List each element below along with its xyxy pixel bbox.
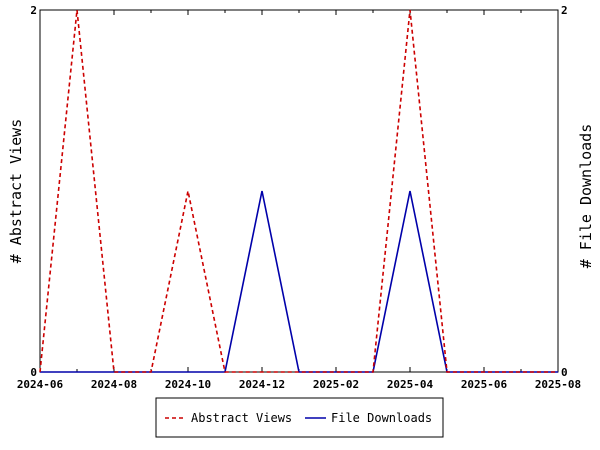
x-tick-label: 2024-08 [91,378,137,391]
x-tick-label: 2025-04 [387,378,434,391]
x-tick-label: 2025-06 [461,378,508,391]
x-tick-label: 2025-02 [313,378,359,391]
legend-label-file-downloads: File Downloads [331,411,432,425]
series-layer [39,9,558,373]
y-left-axis-label: # Abstract Views [7,119,25,264]
x-tick-label: 2024-06 [17,378,64,391]
legend: Abstract Views File Downloads [155,397,444,438]
x-tick-label: 2024-12 [239,378,285,391]
x-axis: 2024-06 2024-08 2024-10 2024-12 2025-02 2025-… [17,10,581,391]
y-left-tick-label: 2 [30,4,37,17]
y-right-tick-label: 2 [561,4,568,17]
series-line-file-downloads [40,190,558,373]
y-left-tick-label: 0 [30,366,37,379]
legend-box [155,397,444,438]
legend-label-abstract-views: Abstract Views [191,411,292,425]
y-right-tick-label: 0 [561,366,568,379]
plot-area [39,9,559,373]
x-tick-label: 2024-10 [165,378,211,391]
y-right-axis-label: # File Downloads [577,124,595,269]
x-tick-label: 2025-08 [535,378,581,391]
